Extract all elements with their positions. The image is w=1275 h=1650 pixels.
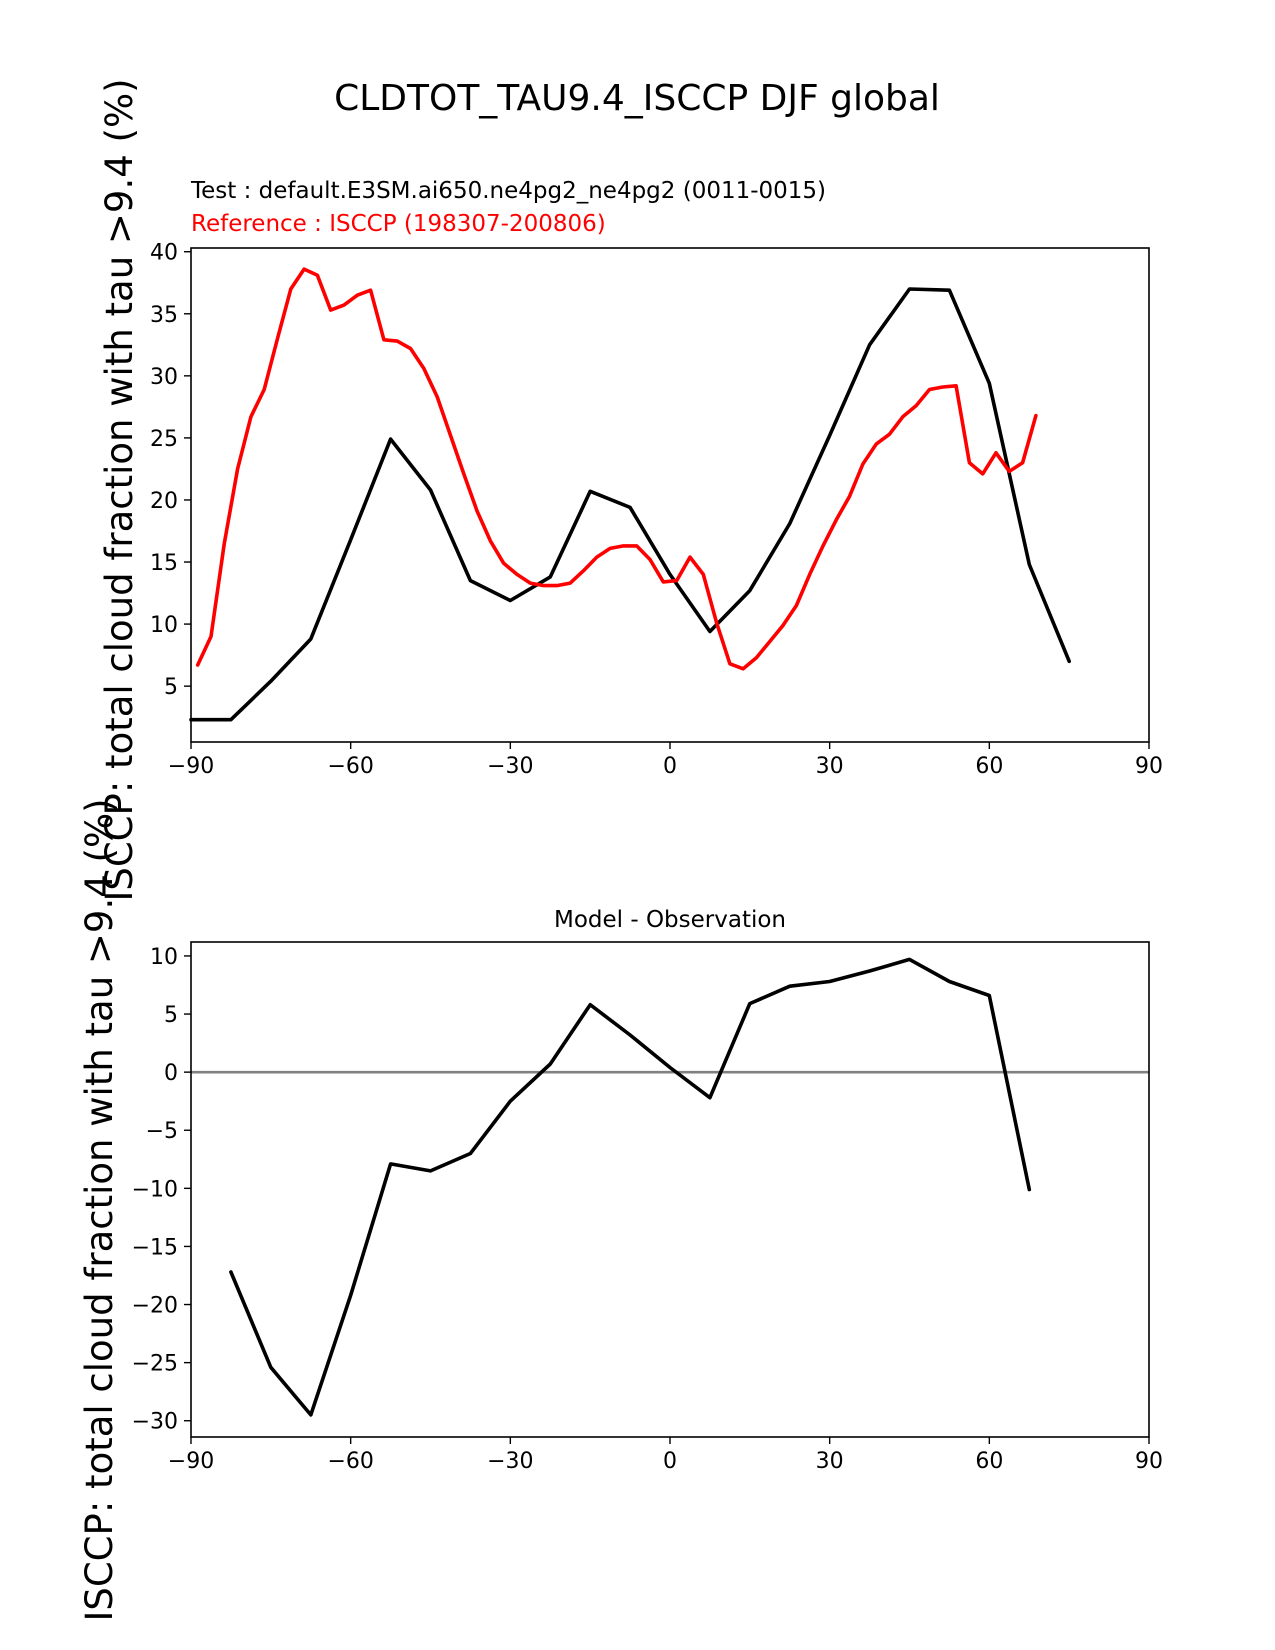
top-plot-ytick-label: 10 (150, 613, 178, 638)
bottom-plot-series-model-observation (229, 957, 1032, 1417)
top-plot-ytick-label: 5 (164, 675, 178, 700)
top-plot-series-reference (195, 267, 1038, 671)
top-plot-ytick-label: 15 (150, 551, 178, 576)
top-plot-xtick-label: 60 (975, 754, 1003, 779)
top-plot-xtick-label: 30 (816, 754, 844, 779)
bottom-plot-title: Model - Observation (554, 907, 786, 933)
bottom-plot-xtick-label: −30 (487, 1449, 533, 1474)
bottom-plot-ytick-label: −30 (132, 1410, 178, 1435)
bottom-plot-ticks: −90 −60 −30 0 30 60 90 −30 −25 −20 −15 −10 −5 0 5 10 (132, 945, 1163, 1474)
top-plot-ytick-label: 20 (150, 489, 178, 514)
figure-suptitle: CLDTOT_TAU9.4_ISCCP DJF global (334, 78, 940, 119)
top-plot-ytick-label: 40 (150, 241, 178, 266)
top-plot-xtick-label: 90 (1135, 754, 1163, 779)
bottom-plot-ytick-label: −10 (132, 1177, 178, 1202)
bottom-plot-ytick-label: 5 (164, 1003, 178, 1028)
top-plot-series-test (189, 287, 1071, 722)
bottom-plot-ytick-label: 0 (164, 1061, 178, 1086)
top-plot-ytick-label: 30 (150, 365, 178, 390)
reference-label: Reference : ISCCP (198307-200806) (191, 211, 606, 237)
bottom-plot-xtick-label: 30 (816, 1449, 844, 1474)
top-plot-ticks: −90 −60 −30 0 30 60 90 5 10 15 20 25 30 35 40 (150, 241, 1163, 779)
top-plot-xtick-label: −60 (327, 754, 373, 779)
bottom-plot-series (191, 957, 1149, 1417)
top-plot-series (189, 267, 1071, 722)
bottom-plot: Model - Observation −90 −60 −30 0 30 60 90−30−… (132, 907, 1163, 1474)
test-label: Test : default.E3SM.ai650.ne4pg2_ne4pg2 … (190, 178, 826, 204)
bottom-plot-ylabel: ISCCP: total cloud fraction with tau >9.… (78, 798, 121, 1621)
top-plot-xtick-label: −90 (168, 754, 214, 779)
bottom-plot-xtick-label: 60 (975, 1449, 1003, 1474)
top-plot-ylabel: ISCCP: total cloud fraction with tau >9.… (98, 78, 141, 901)
bottom-plot-frame (190, 941, 1150, 1438)
bottom-plot-ytick-label: −5 (146, 1119, 178, 1144)
top-plot: Test : default.E3SM.ai650.ne4pg2_ne4pg2 … (150, 178, 1163, 779)
bottom-plot-xtick-label: 0 (663, 1449, 677, 1474)
bottom-plot-xtick-label: 90 (1135, 1449, 1163, 1474)
top-plot-ytick-label: 25 (150, 427, 178, 452)
bottom-plot-ytick-label: −25 (132, 1352, 178, 1377)
bottom-plot-ytick-label: 10 (150, 945, 178, 970)
top-plot-xtick-label: −30 (487, 754, 533, 779)
bottom-plot-ytick-label: −20 (132, 1294, 178, 1319)
top-plot-frame (190, 247, 1150, 743)
top-plot-xtick-label: 0 (663, 754, 677, 779)
bottom-plot-xtick-label: −90 (168, 1449, 214, 1474)
bottom-plot-xtick-label: −60 (327, 1449, 373, 1474)
bottom-plot-ytick-label: −15 (132, 1235, 178, 1260)
top-plot-ytick-label: 35 (150, 303, 178, 328)
